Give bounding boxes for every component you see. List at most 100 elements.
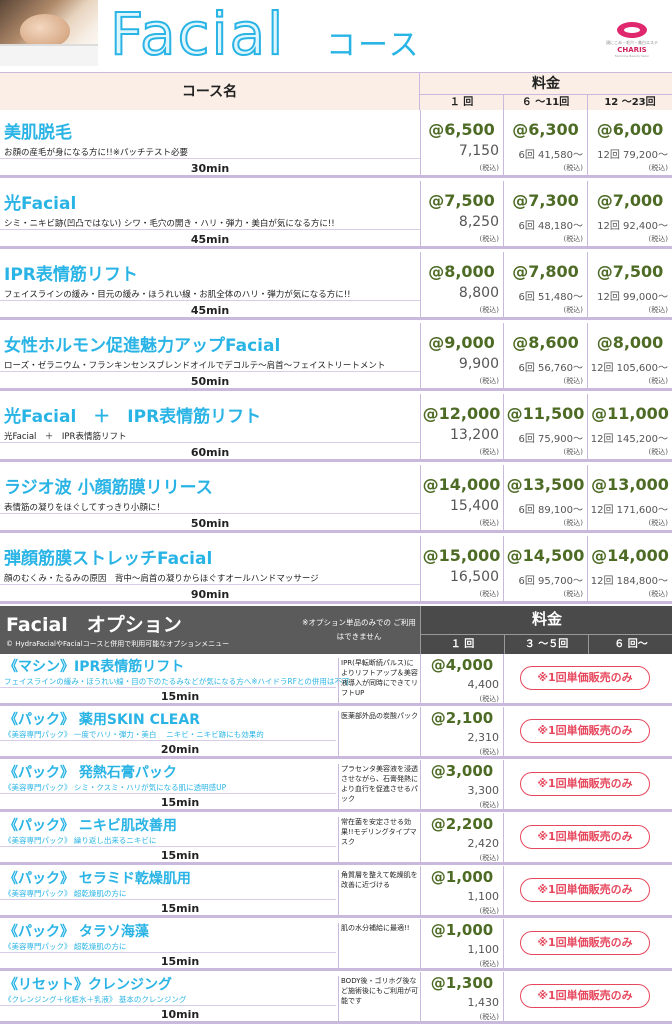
- option-row: 《パック》 発熱石膏パック 《美容専門パック》 シミ・クスミ・ハリが気になる肌に透…: [0, 760, 672, 812]
- price-single: @15,000 16,500 (税込): [420, 536, 504, 604]
- row-divider: [0, 1005, 336, 1006]
- price-header: 料金: [420, 73, 672, 95]
- tax-label: (税込): [479, 235, 499, 243]
- salon-logo: 顔にこみ・毛穴・美白エステ CHARIS Feminine Beauty Sal…: [606, 22, 658, 62]
- option-price-single: @2,100 2,310 (税込): [420, 707, 504, 759]
- options-title: Facial オプション: [6, 614, 182, 636]
- options-price-header-1: １ 回: [421, 634, 505, 654]
- option-price-single: @1,000 1,100 (税込): [420, 866, 504, 918]
- option-name: 《パック》 発熱石膏パック: [4, 765, 177, 781]
- unit-price: @6,000: [596, 120, 664, 139]
- option-name: 《パック》 ニキビ肌改善用: [4, 818, 177, 834]
- course-duration: 60min: [190, 446, 230, 459]
- total-price: 16,500: [450, 569, 499, 585]
- option-note: IPR(早転断続パルス)によりリフトアップ＆美容液導入が同時にできてリフトUP: [338, 658, 420, 704]
- total-price: 12回 92,400～: [597, 221, 668, 232]
- course-duration: 50min: [190, 517, 230, 530]
- tax-label: (税込): [479, 854, 499, 862]
- course-duration: 50min: [190, 375, 230, 388]
- tax-label: (税込): [648, 448, 668, 456]
- price-12-times: @8,000 12回 105,600～ (税込): [588, 323, 672, 391]
- total-price: 6回 75,900～: [518, 434, 583, 445]
- page-title: Facial: [109, 0, 286, 68]
- tax-label: (税込): [648, 590, 668, 598]
- option-duration: 15min: [160, 690, 200, 703]
- options-subtitle: © HydraFacialやFacialコースと併用で利用可能なオプションメニュ…: [6, 640, 230, 648]
- single-sale-badge: ※1回単価販売のみ: [520, 931, 650, 955]
- price-single: @12,000 13,200 (税込): [420, 394, 504, 462]
- option-row: 《リセット》クレンジング 《クレンジング＋化粧水＋乳液》 基本のクレンジング 10m…: [0, 972, 672, 1024]
- tax-label: (税込): [563, 590, 583, 598]
- course-name: IPR表情筋リフト: [4, 265, 138, 285]
- price-single: @9,000 9,900 (税込): [420, 323, 504, 391]
- option-note: 肌の水分補給に最適!!: [338, 923, 420, 969]
- options-price-header: 料金 １ 回 ３ ～５回 ６ 回～: [420, 606, 672, 654]
- logo-mark-icon: [617, 22, 647, 38]
- price-6-times: @8,600 6回 56,760～ (税込): [504, 323, 588, 391]
- price-6-times: @11,500 6回 75,900～ (税込): [504, 394, 588, 462]
- options-price-header-2: ３ ～５回: [505, 634, 589, 654]
- row-divider: [0, 229, 420, 230]
- option-duration: 15min: [160, 955, 200, 968]
- unit-price: @11,500: [506, 404, 585, 423]
- option-price-single: @4,000 4,400 (税込): [420, 654, 504, 706]
- price-12-times: @7,000 12回 92,400～ (税込): [588, 181, 672, 249]
- option-description: 《美容専門パック》 繰り返し出来るニキビに: [4, 836, 157, 845]
- option-duration: 10min: [160, 1008, 200, 1021]
- total-price: 2,420: [467, 837, 500, 850]
- total-price: 1,100: [467, 943, 500, 956]
- course-row: 美肌脱毛 お顔の産毛が身になる方に!!※パッチテスト必要 30min @6,500 7,…: [0, 110, 672, 178]
- total-price: 3,300: [467, 784, 500, 797]
- row-divider: [0, 442, 420, 443]
- option-description: 《美容専門パック》 超乾燥肌の方に: [4, 942, 127, 951]
- course-duration: 90min: [190, 588, 230, 601]
- option-name: 《マシン》IPR表情筋リフト: [4, 659, 185, 675]
- unit-price: @14,000: [591, 546, 669, 565]
- logo-tagline: Feminine Beauty Salon: [614, 54, 650, 58]
- tax-label: (税込): [479, 695, 499, 703]
- column-divider: [420, 323, 421, 391]
- course-name: 光Facial: [4, 194, 77, 214]
- course-name: 弾顔筋膜ストレッチFacial: [4, 549, 213, 569]
- option-note: 角質層を整えて乾燥肌を改善に近づける: [338, 870, 420, 916]
- total-price: 13,200: [450, 427, 499, 443]
- tax-label: (税込): [563, 377, 583, 385]
- unit-price: @7,500: [596, 262, 664, 281]
- tax-label: (税込): [648, 519, 668, 527]
- option-name: 《パック》 薬用SKIN CLEAR: [4, 712, 200, 728]
- unit-price: @8,600: [512, 333, 579, 352]
- single-sale-badge: ※1回単価販売のみ: [520, 825, 650, 849]
- course-row: IPR表情筋リフト フェイスラインの緩み・目元の緩み・ほうれい線・お肌全体のハリ・…: [0, 252, 672, 320]
- total-price: 1,430: [467, 996, 500, 1009]
- total-price: 6回 56,760～: [518, 363, 583, 374]
- tax-label: (税込): [479, 448, 499, 456]
- tax-label: (税込): [479, 164, 499, 172]
- options-price-label: 料金: [531, 610, 562, 628]
- unit-price: @1,300: [430, 974, 494, 992]
- total-price: 12回 105,600～: [590, 363, 668, 374]
- column-divider: [420, 181, 421, 249]
- row-divider: [0, 687, 336, 688]
- tax-label: (税込): [648, 306, 668, 314]
- unit-price: @7,500: [428, 191, 495, 210]
- tax-label: (税込): [648, 235, 668, 243]
- face-image: [20, 14, 70, 48]
- unit-price: @11,000: [591, 404, 669, 423]
- options-price-header-3: ６ 回～: [589, 634, 672, 654]
- unit-price: @7,300: [512, 191, 579, 210]
- unit-price: @7,000: [596, 191, 664, 210]
- tax-label: (税込): [479, 907, 499, 915]
- tax-label: (税込): [479, 1013, 499, 1021]
- tax-label: (税込): [648, 164, 668, 172]
- column-divider: [420, 110, 421, 178]
- total-price: 12回 145,200～: [590, 434, 668, 445]
- tax-label: (税込): [479, 519, 499, 527]
- price-6-times: @7,300 6回 48,180～ (税込): [504, 181, 588, 249]
- price-6-times: @6,300 6回 41,580～ (税込): [504, 110, 588, 178]
- course-description: 光Facial ＋ IPR表情筋リフト: [4, 432, 127, 442]
- options-note: ※オプション単品のみでの ご利用はできません: [302, 618, 416, 641]
- options-header: Facial オプション © HydraFacialやFacialコースと併用で…: [0, 606, 672, 654]
- tax-label: (税込): [563, 235, 583, 243]
- page-subtitle: コース: [326, 28, 421, 63]
- single-sale-badge: ※1回単価販売のみ: [520, 878, 650, 902]
